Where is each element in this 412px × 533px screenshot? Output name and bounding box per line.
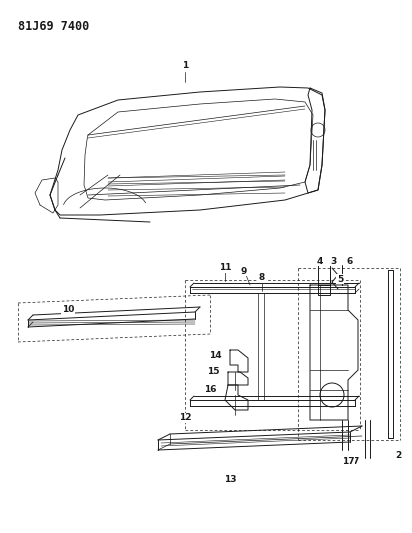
Text: 1: 1 <box>182 61 188 70</box>
Text: 2: 2 <box>395 450 401 459</box>
Text: 10: 10 <box>62 305 74 314</box>
Text: 9: 9 <box>241 266 247 276</box>
Text: 16: 16 <box>204 385 216 394</box>
Text: 7: 7 <box>353 457 359 466</box>
Text: 5: 5 <box>337 274 343 284</box>
Text: 17: 17 <box>342 457 354 466</box>
Text: 3: 3 <box>331 256 337 265</box>
Text: 11: 11 <box>219 263 231 272</box>
Text: 8: 8 <box>259 273 265 282</box>
Text: 12: 12 <box>179 414 191 423</box>
Text: 81J69 7400: 81J69 7400 <box>18 20 89 33</box>
Text: 6: 6 <box>347 256 353 265</box>
Text: 13: 13 <box>224 475 236 484</box>
Text: 15: 15 <box>207 367 219 376</box>
Text: 14: 14 <box>209 351 221 360</box>
Text: 4: 4 <box>317 256 323 265</box>
